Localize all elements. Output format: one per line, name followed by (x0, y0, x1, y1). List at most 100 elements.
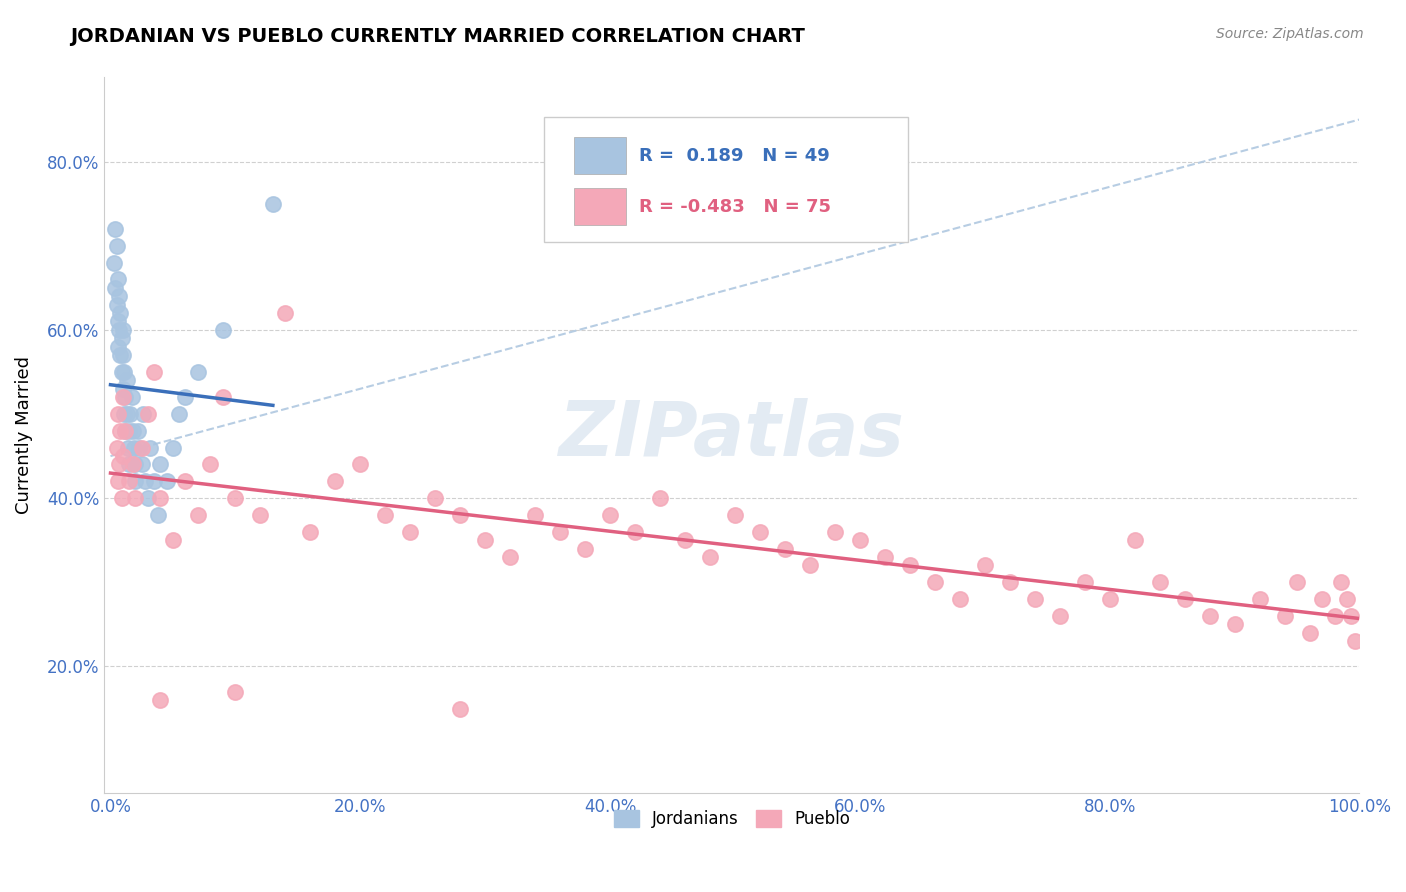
Point (146, 508, 169, 522)
Point (998, 575, 1021, 590)
Point (124, 458, 146, 472)
Point (114, 424, 136, 438)
Point (1149, 575, 1171, 590)
Point (262, 196, 284, 211)
Point (111, 365, 134, 379)
Point (299, 524, 322, 539)
Point (105, 298, 128, 312)
Point (1174, 592, 1197, 607)
Point (924, 575, 946, 590)
Point (115, 407, 138, 421)
Point (104, 281, 127, 295)
Point (212, 323, 235, 337)
Point (1073, 575, 1095, 590)
Point (111, 449, 134, 463)
Point (112, 365, 135, 379)
Point (949, 592, 972, 607)
Point (124, 475, 146, 489)
Point (699, 550, 721, 565)
Point (122, 424, 145, 438)
Point (399, 524, 422, 539)
Point (648, 491, 671, 505)
Point (115, 373, 138, 387)
Point (1249, 592, 1271, 607)
Point (425, 491, 447, 505)
Point (139, 441, 162, 455)
Point (323, 475, 346, 489)
Point (973, 558, 995, 573)
Point (1298, 625, 1320, 640)
Point (174, 475, 197, 489)
Point (799, 558, 821, 573)
Point (873, 550, 896, 565)
Point (499, 550, 522, 565)
Point (104, 222, 127, 236)
Point (724, 508, 747, 522)
Point (156, 475, 179, 489)
Point (224, 684, 246, 698)
Point (111, 348, 134, 362)
Point (624, 524, 647, 539)
Point (149, 693, 172, 707)
Point (120, 407, 142, 421)
Point (143, 365, 166, 379)
Point (114, 390, 136, 404)
Text: ZIPatlas: ZIPatlas (558, 398, 905, 472)
Text: R = -0.483   N = 75: R = -0.483 N = 75 (638, 197, 831, 216)
Point (107, 407, 129, 421)
Point (108, 323, 131, 337)
Point (118, 475, 141, 489)
Point (105, 238, 128, 252)
Point (224, 491, 246, 505)
Point (136, 407, 159, 421)
Point (136, 491, 159, 505)
Point (118, 424, 141, 438)
Point (1024, 592, 1046, 607)
Point (111, 331, 134, 345)
Point (149, 458, 172, 472)
Point (112, 407, 135, 421)
Point (349, 458, 371, 472)
Point (107, 475, 129, 489)
Point (110, 348, 132, 362)
Point (127, 424, 149, 438)
Point (898, 558, 921, 573)
Point (111, 382, 134, 396)
Y-axis label: Currently Married: Currently Married (15, 356, 32, 514)
Point (134, 475, 156, 489)
Point (111, 323, 134, 337)
Point (548, 524, 571, 539)
Point (524, 508, 547, 522)
Point (117, 441, 139, 455)
FancyBboxPatch shape (574, 188, 627, 225)
Point (274, 306, 297, 320)
Point (773, 541, 796, 556)
Point (108, 458, 131, 472)
Point (124, 491, 146, 505)
Point (1274, 609, 1296, 624)
Point (474, 533, 496, 548)
Point (162, 533, 184, 548)
Point (673, 533, 696, 548)
Text: R =  0.189   N = 49: R = 0.189 N = 49 (638, 146, 830, 164)
Point (574, 541, 596, 556)
Point (110, 306, 132, 320)
Point (108, 289, 131, 303)
Point (149, 491, 172, 505)
Point (1098, 592, 1121, 607)
Point (1343, 634, 1365, 648)
Point (1330, 575, 1353, 590)
Point (167, 407, 190, 421)
Point (599, 508, 621, 522)
Point (749, 524, 772, 539)
Point (1336, 592, 1358, 607)
Point (1340, 609, 1362, 624)
Point (162, 441, 184, 455)
Point (122, 441, 145, 455)
Legend: Jordanians, Pueblo: Jordanians, Pueblo (607, 803, 856, 834)
Text: JORDANIAN VS PUEBLO CURRENTLY MARRIED CORRELATION CHART: JORDANIAN VS PUEBLO CURRENTLY MARRIED CO… (70, 27, 806, 45)
Point (1286, 575, 1309, 590)
Point (132, 407, 155, 421)
Point (122, 458, 145, 472)
Point (131, 441, 153, 455)
